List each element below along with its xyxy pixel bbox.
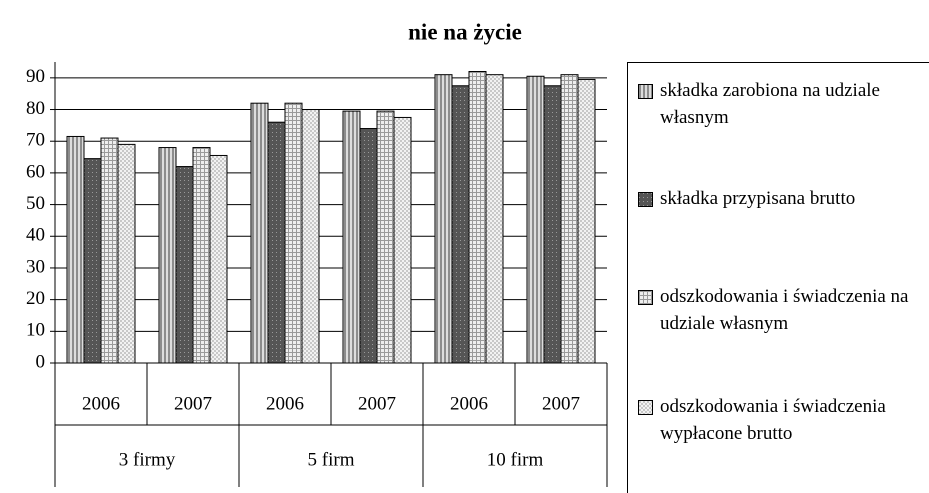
bar xyxy=(560,74,579,364)
bar xyxy=(209,154,228,364)
bar xyxy=(250,102,269,364)
bar xyxy=(434,74,453,364)
legend-item: odszkodowania i świadczenia wypłacone br… xyxy=(638,393,929,447)
y-tick-label: 60 xyxy=(26,161,45,182)
bar xyxy=(577,78,596,364)
legend-swatch xyxy=(638,290,653,305)
legend-item: składka przypisana brutto xyxy=(638,185,929,212)
bar xyxy=(117,143,136,364)
x-tick-label: 2007 xyxy=(174,393,212,414)
y-tick-label: 80 xyxy=(26,98,45,119)
bar xyxy=(359,128,378,364)
bar xyxy=(66,135,85,364)
chart-title: nie na życie xyxy=(408,19,522,44)
y-tick-label: 20 xyxy=(26,288,45,309)
bar xyxy=(485,74,504,364)
bar xyxy=(526,75,545,364)
legend-swatch-fill xyxy=(639,291,652,304)
bar xyxy=(301,109,320,364)
bar xyxy=(284,102,303,364)
legend-label: odszkodowania i świadczenia na udziale w… xyxy=(660,286,909,334)
group-label: 3 firmy xyxy=(119,449,176,470)
bar xyxy=(100,137,119,364)
y-tick-label: 30 xyxy=(26,256,45,277)
y-tick-label: 50 xyxy=(26,193,45,214)
legend-swatch-fill xyxy=(639,193,652,206)
bar xyxy=(158,147,177,364)
y-tick-label: 40 xyxy=(26,225,45,246)
x-tick-label: 2006 xyxy=(450,393,488,414)
x-tick-label: 2007 xyxy=(358,393,396,414)
legend: składka zarobiona na udziale własnym skła… xyxy=(627,62,929,493)
group-label: 10 firm xyxy=(487,449,544,470)
y-tick-label: 0 xyxy=(36,351,46,372)
bar xyxy=(376,110,395,364)
y-tick-label: 90 xyxy=(26,66,45,87)
bar xyxy=(192,147,211,364)
bar xyxy=(342,110,361,364)
chart: nie na życie 0 10 20 30 40 50 60 70 80 90 2006 2007… xyxy=(26,19,608,487)
legend-swatch xyxy=(638,400,653,415)
bar xyxy=(543,85,562,364)
bar xyxy=(468,71,487,364)
legend-swatch xyxy=(638,192,653,207)
legend-label: składka zarobiona na udziale własnym xyxy=(660,80,880,128)
x-tick-label: 2006 xyxy=(266,393,304,414)
legend-swatch-fill xyxy=(639,85,652,98)
x-tick-label: 2007 xyxy=(542,393,580,414)
legend-swatch xyxy=(638,84,653,99)
y-tick-label: 10 xyxy=(26,320,45,341)
legend-label: odszkodowania i świadczenia wypłacone br… xyxy=(660,396,886,444)
bar xyxy=(393,116,412,364)
legend-item: odszkodowania i świadczenia na udziale w… xyxy=(638,283,929,337)
legend-label: składka przypisana brutto xyxy=(660,188,856,209)
legend-swatch-fill xyxy=(639,401,652,414)
bar xyxy=(267,121,286,364)
group-label: 5 firm xyxy=(308,449,355,470)
legend-item: składka zarobiona na udziale własnym xyxy=(638,77,929,131)
bar xyxy=(175,166,194,364)
bar xyxy=(451,85,470,364)
y-tick-label: 70 xyxy=(26,130,45,151)
bar xyxy=(83,158,102,364)
x-tick-label: 2006 xyxy=(82,393,120,414)
